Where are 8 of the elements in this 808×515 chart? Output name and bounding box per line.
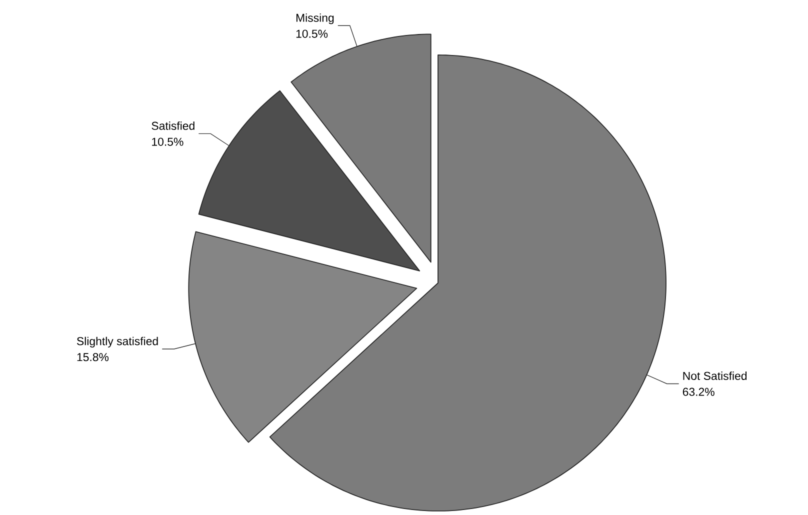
slice-label: Missing (296, 13, 334, 24)
slice-label: Not Satisfied (683, 372, 747, 380)
slice-label: Slightly satisfied (76, 336, 158, 348)
data-label: 63.2% (682, 388, 714, 396)
slice-label: Satisfied (152, 121, 194, 130)
data-label: 10.5% (152, 138, 184, 146)
data-label: 10.5% (296, 30, 328, 38)
data-label: 15.8% (77, 353, 109, 362)
